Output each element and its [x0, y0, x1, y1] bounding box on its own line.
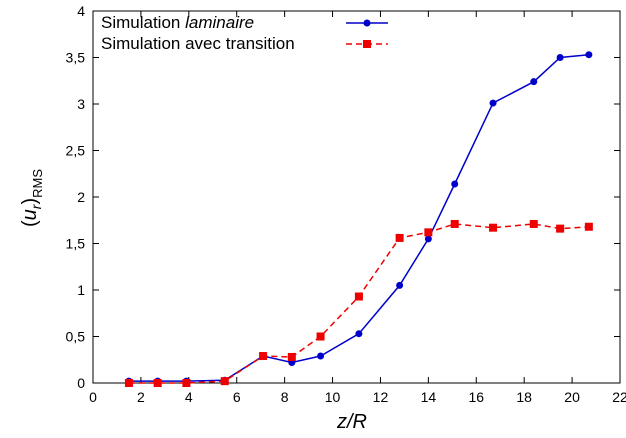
data-point — [355, 330, 363, 338]
x-axis-title: z/R — [336, 411, 367, 433]
legend-label: Simulation avec transition — [101, 34, 295, 53]
data-point — [396, 281, 404, 289]
data-point — [354, 292, 363, 301]
data-point — [489, 99, 497, 107]
y-tick-label: 2,5 — [66, 143, 86, 159]
x-tick-label: 4 — [185, 389, 193, 405]
svg-text:(ur)RMS: (ur)RMS — [19, 169, 45, 227]
y-tick-label: 1,5 — [66, 236, 86, 252]
data-point — [450, 219, 459, 228]
data-point — [316, 332, 325, 341]
data-point — [259, 352, 268, 361]
data-point — [124, 379, 133, 387]
y-tick-label: 2 — [77, 189, 85, 205]
x-tick-label: 16 — [468, 389, 484, 405]
y-tick-label: 0 — [77, 375, 85, 391]
legend: Simulation laminaire Simulation avec tran… — [101, 13, 388, 53]
data-point — [556, 54, 564, 61]
y-tick-label: 1 — [77, 282, 85, 298]
x-tick-label: 18 — [516, 389, 532, 405]
x-tick-label: 14 — [421, 389, 437, 405]
series-2 — [124, 219, 593, 387]
x-tick-label: 0 — [89, 389, 97, 405]
series-line — [128, 223, 589, 384]
x-tick-label: 6 — [233, 389, 241, 405]
y-tick-label: 0,5 — [66, 329, 86, 345]
data-point — [153, 379, 162, 387]
legend-marker — [363, 19, 371, 27]
series-layer — [124, 51, 593, 387]
data-point — [182, 379, 191, 387]
x-tick-label: 20 — [564, 389, 580, 405]
x-axis-ticks: 0 2 4 6 8 10 12 14 16 18 20 22 — [89, 11, 626, 405]
data-point — [529, 219, 538, 228]
series-1 — [125, 51, 593, 385]
data-point — [424, 228, 433, 237]
x-tick-label: 12 — [373, 389, 389, 405]
data-point — [584, 222, 593, 231]
x-tick-label: 2 — [137, 389, 145, 405]
y-tick-label: 3 — [77, 96, 85, 112]
data-point — [317, 352, 325, 360]
y-axis-ticks: 0 0,5 1 1,5 2 2,5 3 3,5 4 — [66, 3, 620, 391]
data-point — [585, 51, 593, 59]
data-point — [530, 78, 538, 86]
data-point — [424, 235, 432, 243]
legend-label: Simulation laminaire — [101, 13, 254, 32]
data-point — [451, 180, 459, 188]
data-point — [395, 233, 404, 242]
y-tick-label: 4 — [77, 3, 85, 19]
legend-marker — [363, 40, 371, 48]
data-point — [287, 352, 296, 361]
x-tick-label: 10 — [325, 389, 341, 405]
y-tick-label: 3,5 — [66, 50, 86, 66]
plot-frame — [92, 10, 621, 384]
data-point — [556, 224, 565, 233]
data-point — [489, 223, 498, 232]
x-tick-label: 8 — [281, 389, 289, 405]
data-point — [220, 377, 229, 386]
y-axis-title: (ur)RMS — [19, 169, 45, 227]
x-tick-label: 22 — [612, 389, 626, 405]
